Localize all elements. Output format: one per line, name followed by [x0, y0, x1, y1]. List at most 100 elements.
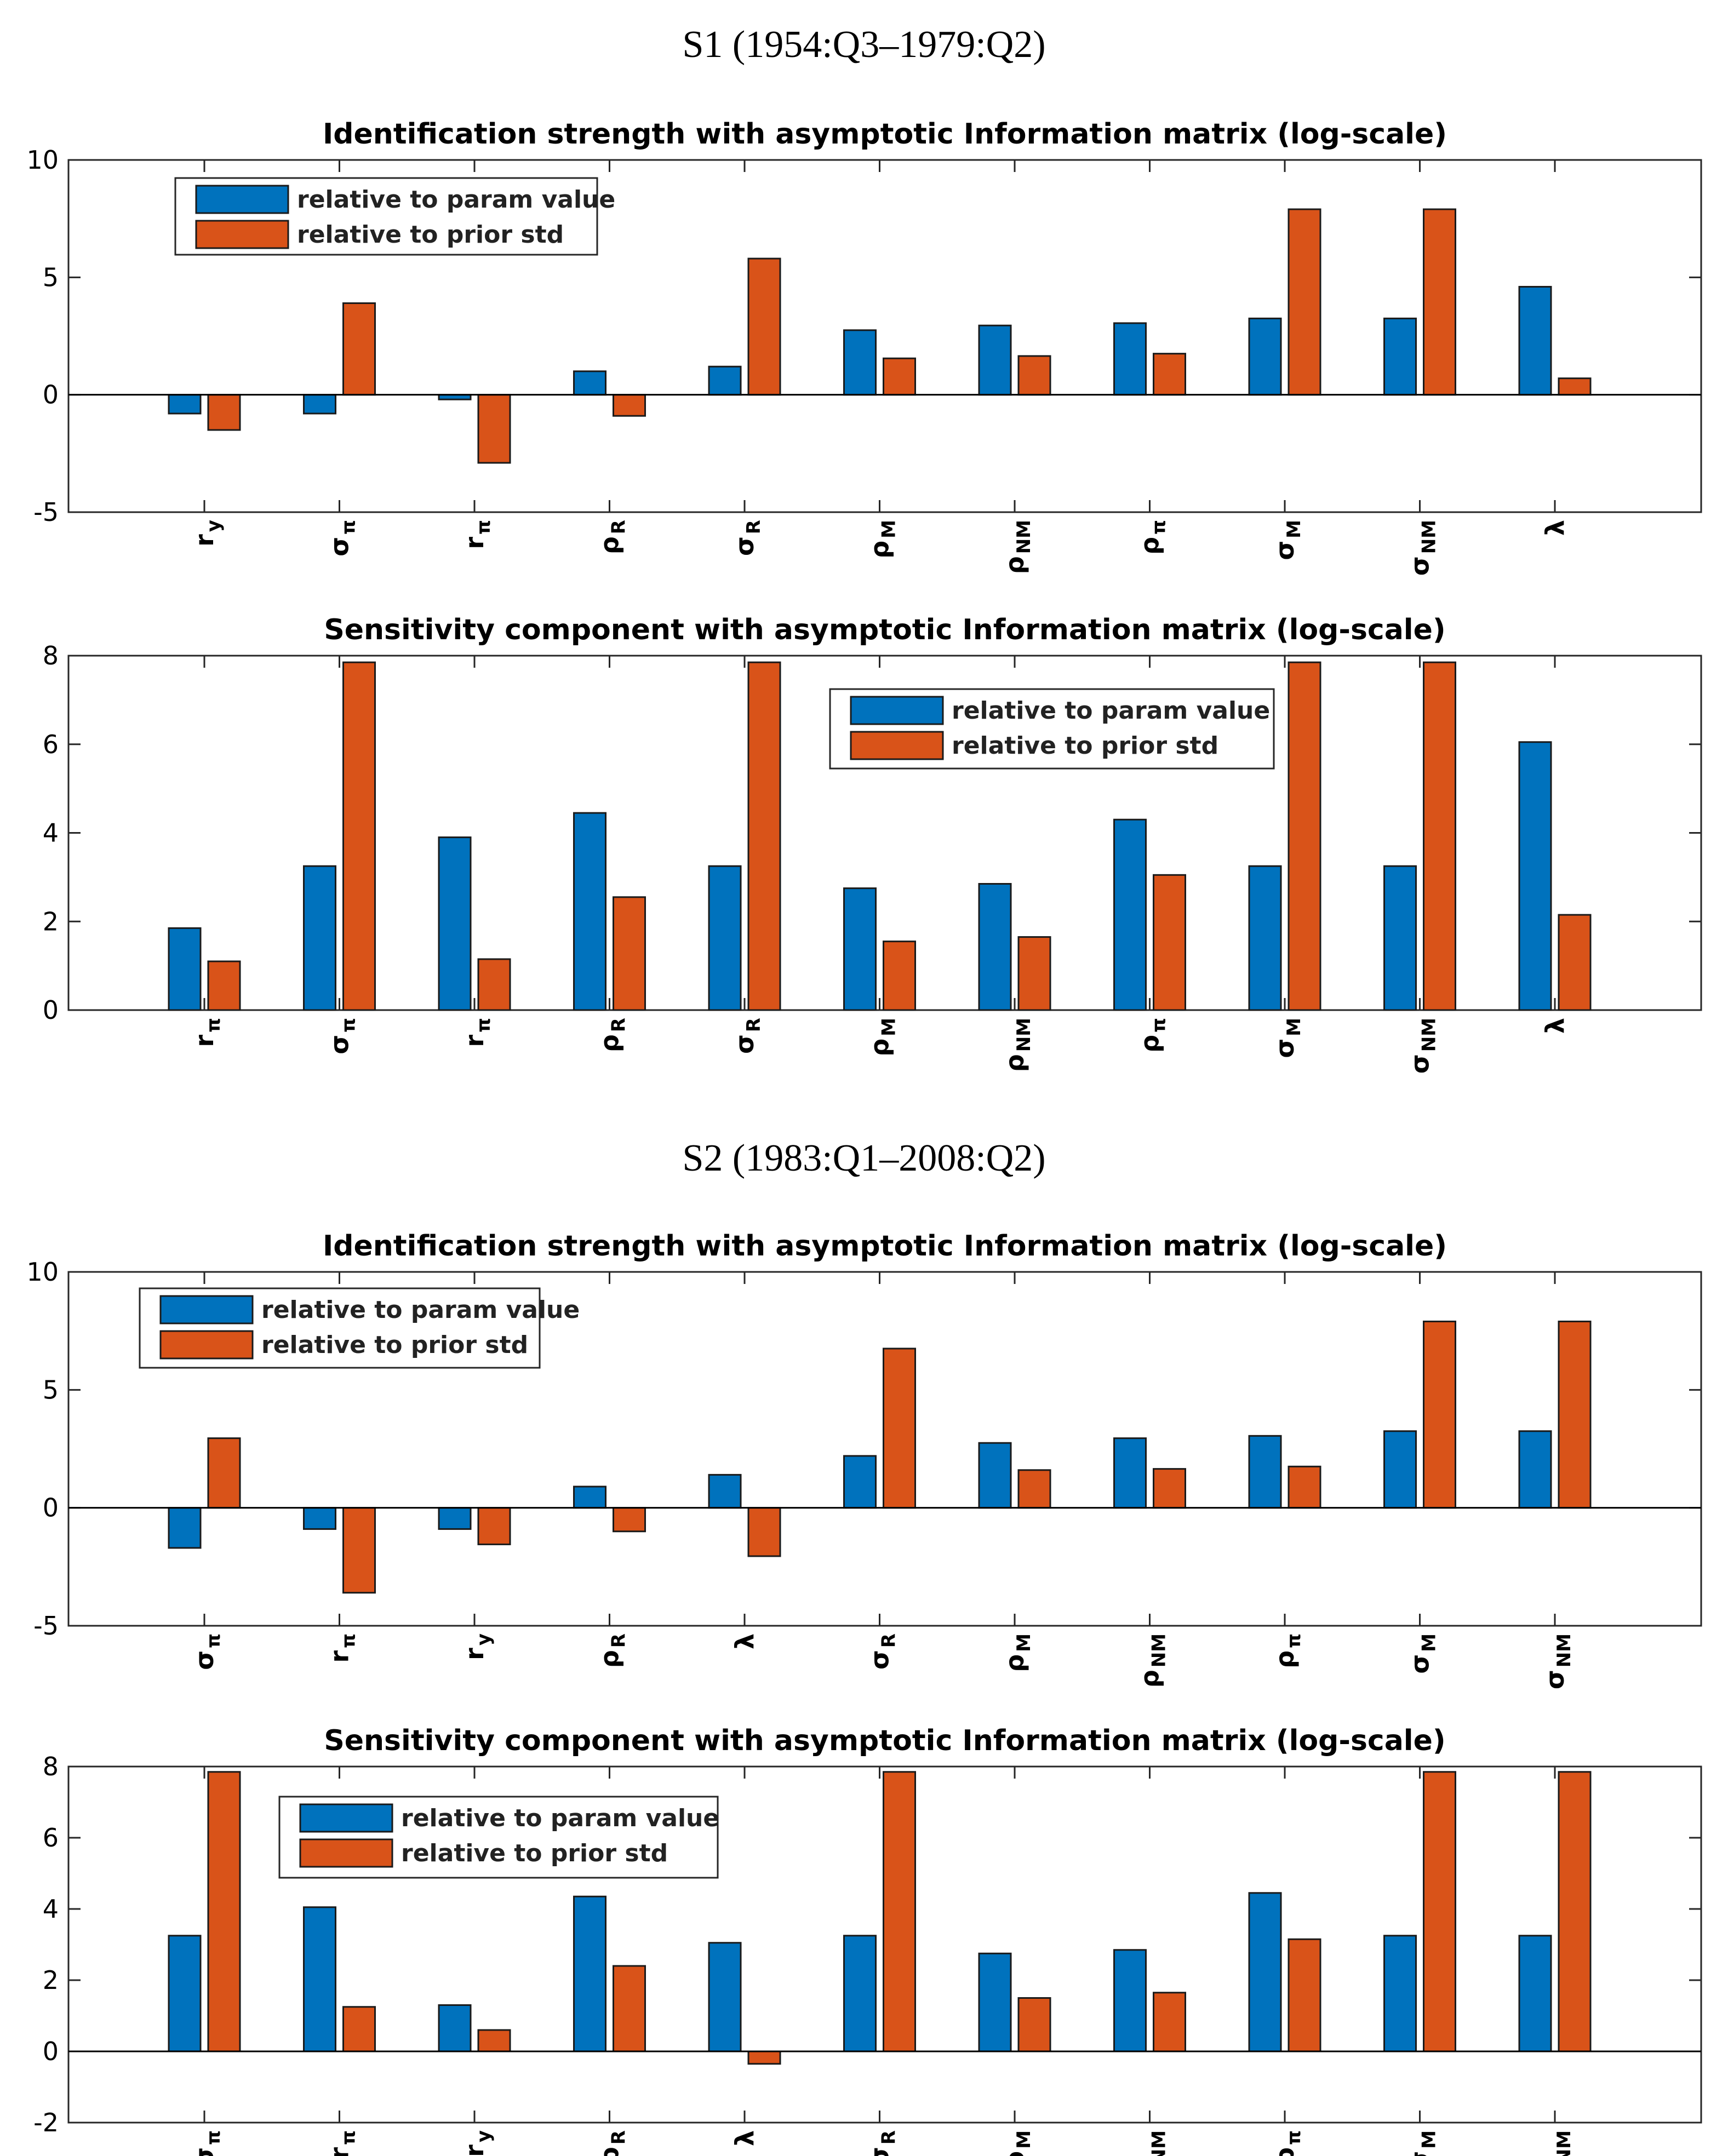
y-tick-label: 4	[43, 818, 59, 848]
category-subscript: NM	[1148, 2130, 1170, 2156]
x-category-label: rπ	[190, 1018, 225, 1047]
category-subscript: π	[1283, 2130, 1305, 2145]
chart-panel-3: Identification strength with asymptotic …	[26, 1230, 1702, 1689]
category-subscript: NM	[1418, 520, 1440, 554]
category-subscript: M	[1283, 1018, 1305, 1036]
bar-prior-std	[747, 1507, 781, 1557]
bar-prior-std	[883, 357, 916, 396]
category-subscript: π	[1148, 520, 1170, 535]
bar-param-value	[1383, 865, 1417, 1011]
x-category-label: ρ NM	[1135, 1633, 1170, 1688]
bar-prior-std	[1558, 1320, 1592, 1509]
category-symbol: σ	[730, 536, 759, 556]
bar-prior-std	[342, 2006, 376, 2052]
category-symbol: r	[460, 1035, 489, 1047]
bar-prior-std	[883, 1771, 916, 2052]
bar-param-value	[438, 1507, 472, 1530]
x-category-label: ρπ	[1270, 1633, 1305, 1668]
bar-prior-std	[1423, 661, 1456, 1011]
category-subscript: R	[743, 1018, 765, 1032]
category-subscript: π	[473, 520, 495, 535]
category-symbol: σ	[325, 537, 354, 557]
category-subscript: π	[203, 1018, 225, 1033]
category-subscript: M	[1418, 2130, 1440, 2149]
bar-param-value	[1518, 285, 1552, 396]
bar-param-value	[168, 1507, 202, 1549]
legend-label: relative to prior std	[297, 221, 564, 249]
legend-swatch	[195, 185, 289, 214]
category-symbol: σ	[190, 1650, 219, 1670]
category-subscript: π	[473, 1018, 495, 1033]
category-symbol: ρ	[595, 536, 625, 554]
bar-param-value	[1113, 818, 1147, 1011]
bar-prior-std	[1017, 1997, 1051, 2052]
category-symbol: σ	[1405, 1654, 1435, 1674]
bar-prior-std	[207, 394, 241, 431]
category-subscript: π	[338, 2130, 360, 2145]
x-category-label: ρM	[865, 1018, 900, 1057]
bar-prior-std	[613, 1507, 646, 1533]
bar-prior-std	[1153, 353, 1186, 396]
legend-label: relative to param value	[401, 1804, 719, 1832]
bar-param-value	[708, 1473, 742, 1509]
bar-prior-std	[1288, 661, 1321, 1011]
category-symbol: σ	[1405, 1054, 1435, 1074]
chart-title: Identification strength with asymptotic …	[323, 118, 1447, 151]
x-category-label: σR	[865, 1633, 900, 1670]
x-category-label: ρM	[865, 520, 900, 559]
bar-param-value	[438, 836, 472, 1011]
bar-prior-std	[747, 2050, 781, 2065]
bar-prior-std	[207, 960, 241, 1011]
bar-prior-std	[1017, 1469, 1051, 1509]
bar-prior-std	[747, 661, 781, 1011]
bar-param-value	[303, 1507, 336, 1530]
category-subscript: M	[878, 520, 900, 538]
category-subscript: M	[1418, 1633, 1440, 1652]
chart-title: Sensitivity component with asymptotic In…	[324, 613, 1445, 646]
legend-label: relative to param value	[261, 1296, 580, 1324]
chart-panel-2: Sensitivity component with asymptotic In…	[43, 613, 1702, 1074]
x-category-label: ρ NM	[1000, 1018, 1035, 1072]
y-tick-label: 5	[43, 262, 59, 292]
bar-prior-std	[747, 257, 781, 396]
category-symbol: λ	[730, 2130, 759, 2146]
bar-prior-std	[477, 394, 511, 464]
bar-param-value	[168, 394, 202, 415]
category-subscript: π	[1148, 1018, 1170, 1033]
category-symbol: r	[325, 1650, 354, 1663]
category-symbol: ρ	[1135, 1035, 1165, 1053]
bar-prior-std	[1153, 874, 1186, 1011]
category-subscript: y	[203, 520, 225, 532]
category-symbol: λ	[1540, 520, 1570, 536]
legend-swatch	[299, 1803, 393, 1833]
bar-prior-std	[613, 394, 646, 417]
category-symbol: ρ	[1000, 556, 1029, 574]
category-symbol: ρ	[1270, 2147, 1300, 2156]
bar-param-value	[843, 329, 877, 396]
category-subscript: R	[878, 2130, 900, 2144]
bar-prior-std	[1423, 1771, 1456, 2052]
category-symbol: ρ	[595, 1034, 625, 1052]
x-category-label: σNM	[1405, 520, 1440, 576]
bar-param-value	[1518, 1935, 1552, 2052]
category-symbol: λ	[730, 1633, 759, 1649]
category-subscript: π	[203, 1633, 225, 1648]
legend-swatch	[299, 1838, 393, 1868]
bar-param-value	[843, 1455, 877, 1509]
bar-param-value	[168, 927, 202, 1011]
x-category-label: ρR	[595, 2130, 630, 2156]
bar-param-value	[708, 365, 742, 396]
x-category-label: λ	[1540, 1018, 1570, 1034]
x-category-label: rπ	[460, 1018, 495, 1047]
legend-label: relative to param value	[297, 186, 615, 214]
bar-prior-std	[477, 958, 511, 1011]
category-symbol: σ	[865, 1650, 895, 1670]
legend-swatch	[159, 1330, 254, 1360]
x-category-label: ρπ	[1135, 520, 1170, 555]
x-category-label: ry	[460, 2130, 495, 2156]
x-category-label: σR	[865, 2130, 900, 2156]
x-category-label: σNM	[1540, 2130, 1575, 2156]
x-category-label: ρR	[595, 1018, 630, 1052]
category-subscript: M	[1013, 1633, 1035, 1652]
category-symbol: ρ	[595, 1650, 625, 1668]
